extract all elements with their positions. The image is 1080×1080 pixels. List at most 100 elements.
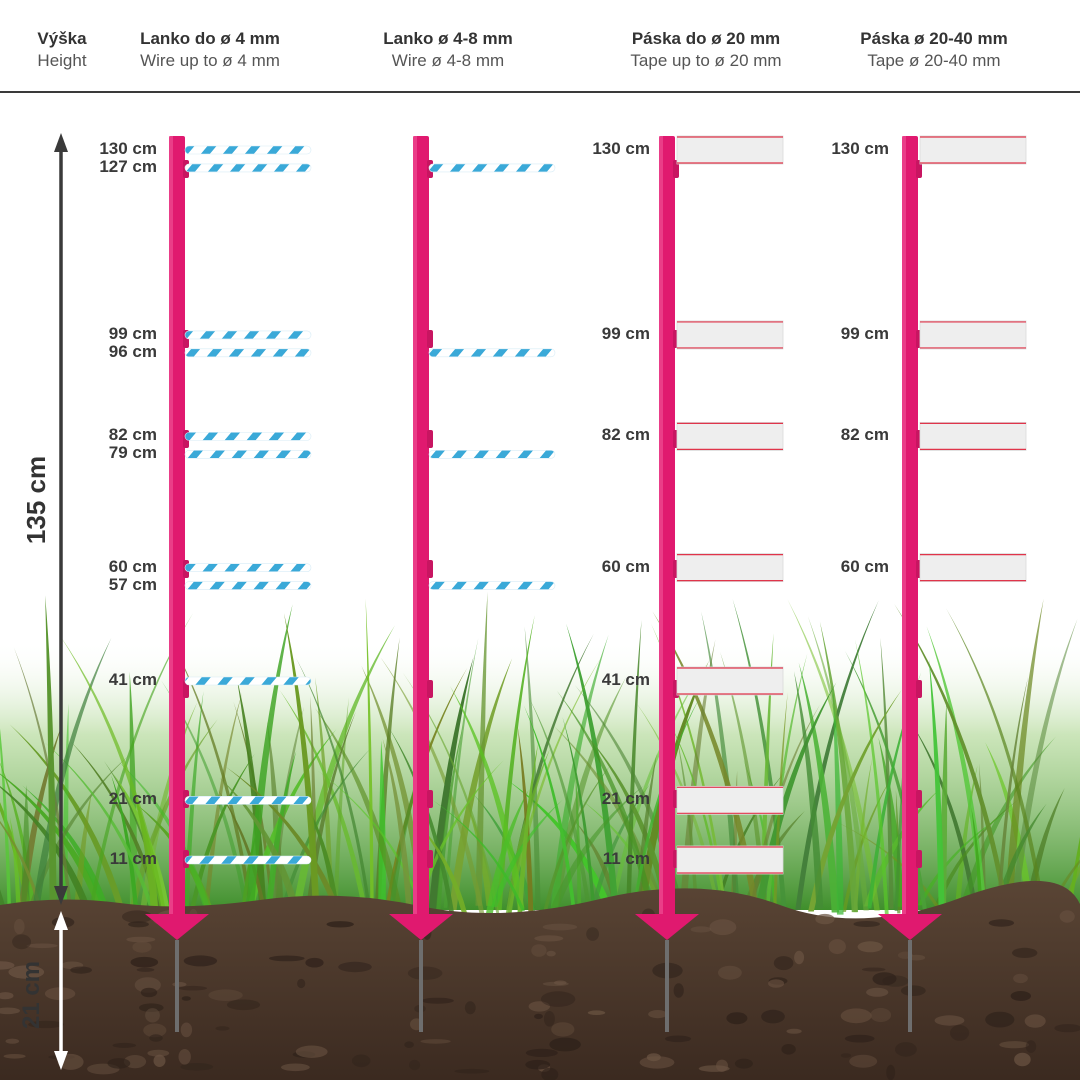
soil-clod: [226, 999, 261, 1011]
grass-blade: [523, 705, 576, 908]
grass-blades: [0, 592, 1080, 915]
grass-blade: [1004, 598, 1044, 912]
wire-strand: [184, 581, 312, 590]
soil-clod: [950, 1025, 970, 1041]
grass-blade: [265, 750, 297, 910]
header-divider: [0, 91, 1080, 93]
soil-clod: [690, 926, 712, 933]
wire-strand: [428, 449, 556, 459]
post-highlight: [659, 136, 663, 916]
grass-blade: [32, 637, 112, 910]
soil-clod: [549, 1037, 581, 1052]
post-hook: [427, 850, 433, 868]
height-label: 130 cm: [99, 139, 157, 158]
grass-blade: [485, 789, 529, 915]
header-column-3: Páska do ø 20 mm Tape up to ø 20 mm: [596, 28, 816, 72]
soil-clod: [525, 1059, 551, 1070]
header-column-2-cz: Lanko ø 4-8 mm: [383, 29, 513, 48]
height-label: 130 cm: [831, 139, 889, 158]
grass-blade: [388, 738, 432, 915]
height-label: 11 cm: [602, 849, 650, 868]
grass-blade: [528, 696, 592, 912]
soil-clod: [0, 1007, 20, 1015]
post-highlight: [902, 136, 906, 916]
header-column-1-en: Wire up to ø 4 mm: [140, 51, 280, 70]
header-column-3-en: Tape up to ø 20 mm: [630, 51, 782, 70]
soil-clod: [122, 910, 153, 923]
tape-strand: [919, 135, 1027, 165]
tape-strand: [676, 135, 784, 165]
grass-blade: [305, 802, 339, 906]
soil-clod: [180, 1022, 193, 1038]
header-column-4: Páska ø 20-40 mm Tape ø 20-40 mm: [826, 28, 1042, 72]
grass-blade: [954, 765, 978, 910]
soil-clod: [716, 1059, 728, 1073]
post-hook: [916, 790, 922, 808]
soil-clod: [554, 980, 567, 986]
wire-strand: [184, 348, 312, 358]
soil-clod: [143, 1023, 167, 1038]
grass-blade: [291, 625, 396, 913]
grass-blade: [844, 650, 928, 915]
wire-strand: [428, 581, 556, 590]
grass-blade: [755, 682, 837, 911]
grass-blade: [382, 738, 412, 908]
soil-clod: [726, 1012, 748, 1025]
soil-clod: [181, 996, 191, 1001]
soil-clod: [849, 1054, 878, 1068]
soil-clod: [844, 1034, 875, 1043]
soil-clod: [794, 950, 805, 965]
dimension-arrow-up-head: [54, 133, 68, 152]
tape-strand: [676, 666, 784, 696]
grass-blade: [632, 694, 702, 906]
soil-clod: [542, 923, 578, 931]
soil-clod: [134, 977, 161, 993]
soil-clod: [840, 1053, 852, 1058]
soil-clod: [1025, 1040, 1037, 1053]
tape-strand: [676, 785, 784, 815]
grass-blade: [795, 600, 879, 910]
grass-blade: [807, 616, 869, 911]
soil-clod: [734, 1058, 753, 1069]
grass-blade: [971, 807, 983, 914]
grass-blade: [315, 677, 334, 906]
soil-clod: [543, 1011, 555, 1027]
wire-strand: [184, 563, 312, 572]
wire-strand: [428, 163, 556, 173]
tape-strand: [676, 845, 784, 875]
soil-clod: [172, 982, 187, 987]
soil-clod: [999, 1041, 1030, 1049]
grass-blade: [118, 761, 212, 912]
ground-spike: [175, 940, 179, 1032]
fence-post-4: [878, 135, 1027, 1032]
soil-clod: [351, 1054, 371, 1068]
soil-clod: [112, 1042, 137, 1048]
soil-clod: [12, 934, 32, 950]
grass-blade: [760, 633, 774, 911]
ground-spike: [419, 940, 423, 1032]
soil-clod: [528, 1001, 550, 1012]
soil-clod: [147, 1049, 170, 1057]
soil-clod: [126, 936, 156, 943]
height-label: 60 cm: [601, 556, 650, 576]
dimension-arrow-below-down-head: [54, 1051, 68, 1070]
tape-strand: [919, 320, 1027, 350]
soil-clod: [28, 1020, 64, 1029]
grass-blade: [450, 686, 525, 909]
soil-clod: [534, 935, 564, 942]
grass-blade: [765, 653, 808, 913]
soil-clod: [130, 956, 159, 968]
height-label: 21 cm: [601, 789, 650, 809]
header-column-4-cz: Páska ø 20-40 mm: [860, 29, 1008, 48]
soil-clod: [815, 913, 835, 925]
soil-clod: [872, 972, 897, 986]
soil-clod: [178, 985, 207, 991]
soil-clod: [326, 921, 354, 928]
soil-clod: [3, 1054, 26, 1059]
fence-post-1: [145, 136, 312, 1032]
soil-clod: [70, 966, 92, 974]
wire-strand: [184, 676, 312, 686]
grass-blade: [506, 779, 613, 910]
soil-clod: [1011, 947, 1038, 959]
